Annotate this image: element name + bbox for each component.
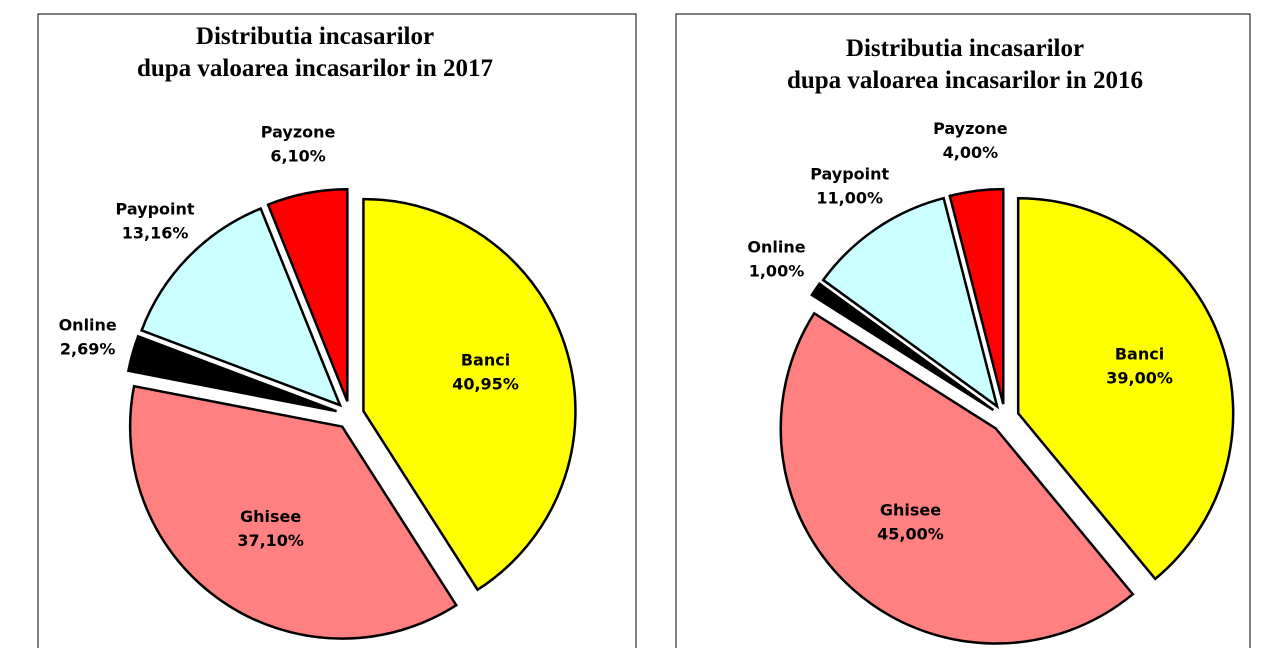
chart-title: Distributia incasarilor dupa valoarea inc… [137,23,493,82]
slice-value-label: 6,10% [270,146,326,165]
slice-value-label: 4,00% [943,143,999,162]
pie-slice [126,334,337,413]
slice-value-label: 39,00% [1106,369,1173,388]
pie-slice [128,384,459,640]
slice-label: Payzone [261,122,336,141]
pie-slice [266,188,349,402]
slice-label: Ghisee [880,500,941,519]
slice-label: Online [59,316,117,335]
slice-value-label: 1,00% [749,262,805,281]
slice-value-label: 13,16% [122,223,189,242]
pie-slice [948,187,1005,405]
chart-title: Distributia incasarilor dupa valoarea inc… [787,35,1143,94]
slice-value-label: 45,00% [877,524,944,543]
pie-slice [821,196,1000,410]
pie-slice [810,282,995,412]
pie-slice [362,197,577,592]
pie-slice [140,206,343,408]
slice-label: Paypoint [116,199,195,218]
pie-slice [779,311,1135,645]
slice-value-label: 37,10% [237,531,304,550]
slice-value-label: 11,00% [816,188,883,207]
slice-label: Ghisee [240,507,301,526]
slice-label: Payzone [933,119,1008,138]
slice-label: Banci [1115,345,1164,364]
slice-value-label: 2,69% [60,340,116,359]
slice-value-label: 40,95% [452,374,519,393]
slice-label: Online [747,238,805,257]
slice-label: Paypoint [810,164,889,183]
slice-label: Banci [461,350,510,369]
pie-slice [1016,197,1235,581]
